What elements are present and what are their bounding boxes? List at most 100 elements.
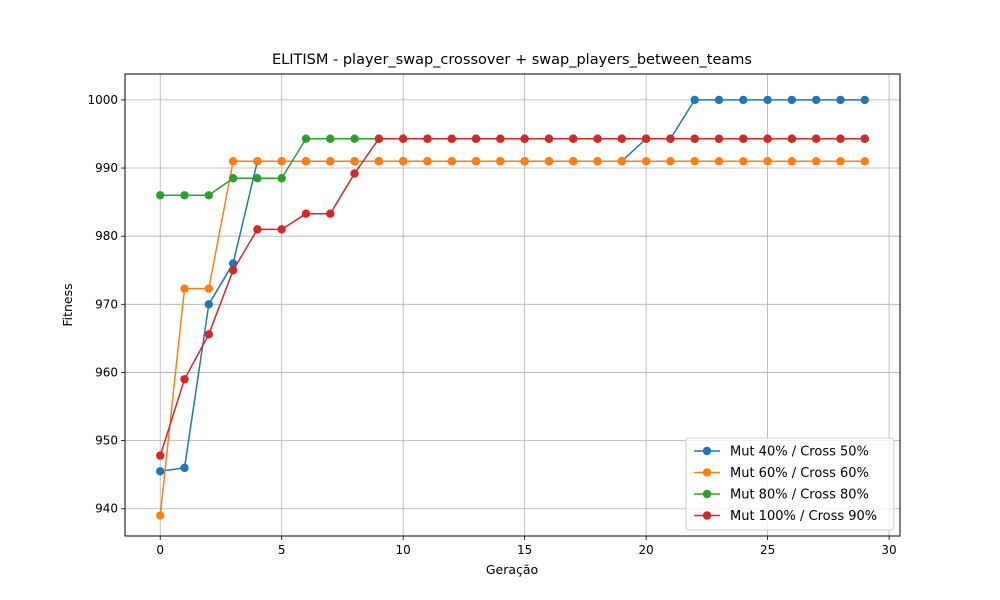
data-point [326,134,335,143]
data-point [569,134,578,143]
series-line [160,99,865,473]
data-point [301,209,311,218]
legend-label: Mut 40% / Cross 50% [730,445,869,460]
legend-entry: Mut 60% / Cross 60% [694,466,869,481]
data-point [253,225,262,234]
data-point [520,134,529,143]
y-tick-label: 950 [95,434,118,448]
x-tick-label: 15 [517,543,532,557]
data-point [180,375,189,384]
x-tick-label: 5 [278,543,286,557]
data-point [471,157,481,166]
data-point [374,134,384,143]
data-point [204,284,214,293]
y-tick-label: 1000 [87,93,118,107]
legend-entry: Mut 80% / Cross 80% [694,488,869,503]
y-axis-label: Fitness [60,283,75,326]
data-point [156,191,165,200]
data-point [228,266,238,275]
data-point [690,157,699,166]
data-point [423,134,432,143]
data-point [374,157,384,166]
data-point [787,157,797,166]
series-line [160,137,865,197]
data-point [836,134,845,143]
data-point [666,134,675,143]
data-point [253,174,262,183]
data-point [763,95,772,105]
legend-label: Mut 60% / Cross 60% [730,466,869,481]
data-point [447,157,456,166]
x-axis-ticks: 0 5 10 15 20 25 30 [156,536,897,557]
data-point [228,157,238,166]
chart-title: ELITISM - player_swap_crossover + swap_p… [272,52,752,68]
data-point [228,174,238,183]
data-point [787,134,797,143]
data-point [277,225,286,234]
legend-swatch-marker [702,468,712,477]
data-point [180,284,189,293]
data-point [156,511,165,520]
data-point [253,157,262,166]
data-point [350,134,359,143]
series-3 [156,134,869,200]
data-point [836,95,845,105]
legend-swatch-marker [702,446,712,456]
data-point [447,134,456,143]
x-tick-label: 0 [156,543,164,557]
data-point [811,134,821,143]
legend: Mut 40% / Cross 50% Mut 60% / Cross 60% Mu… [685,437,895,531]
data-point [156,451,165,460]
legend-box [685,437,895,531]
data-point [350,169,359,178]
series-4 [156,134,869,460]
data-point [811,95,821,105]
legend-label: Mut 100% / Cross 90% [730,509,877,524]
plot-frame [124,73,901,537]
legend-label: Mut 80% / Cross 80% [730,488,869,503]
data-point [666,157,675,166]
data-point [569,157,578,166]
data-point [326,157,335,166]
data-point [180,463,189,473]
data-point [860,95,869,105]
data-point [398,134,408,143]
y-tick-label: 990 [95,161,118,175]
data-point [739,95,748,105]
data-point [860,157,869,166]
data-point [617,134,627,143]
data-point [544,157,554,166]
data-point [787,95,797,105]
data-point [277,174,286,183]
data-point [860,134,869,143]
data-point [690,95,699,105]
series-2 [156,157,869,520]
data-point [204,191,214,200]
x-axis-label: Geração [486,562,538,577]
data-point [471,134,481,143]
legend-swatch-marker [702,511,712,520]
data-point [301,134,311,143]
data-point [277,157,286,166]
data-point [520,157,529,166]
x-tick-label: 25 [760,543,775,557]
series-line [159,137,865,456]
data-point [350,157,359,166]
data-point [398,157,408,166]
legend-swatch-marker [702,489,712,499]
data-point [544,134,554,143]
data-point [690,134,699,143]
data-point [714,157,724,166]
x-tick-label: 10 [396,543,411,557]
x-tick-label: 20 [638,543,653,557]
data-point [714,134,724,143]
data-point [763,157,772,166]
legend-entry: Mut 100% / Cross 90% [694,509,877,524]
y-tick-label: 980 [95,229,118,243]
data-point [763,134,772,143]
y-tick-label: 970 [95,297,118,311]
data-point [593,157,602,166]
data-point [593,134,602,143]
data-point [836,157,845,166]
data-point [423,157,432,166]
